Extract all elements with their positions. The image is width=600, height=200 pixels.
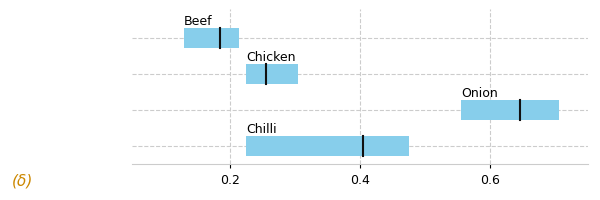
- FancyBboxPatch shape: [184, 29, 239, 48]
- FancyBboxPatch shape: [246, 65, 298, 84]
- Text: Onion: Onion: [461, 86, 498, 99]
- Text: Beef: Beef: [184, 15, 213, 28]
- FancyBboxPatch shape: [461, 100, 559, 120]
- Text: (δ): (δ): [12, 173, 34, 188]
- Text: Chicken: Chicken: [246, 51, 296, 64]
- FancyBboxPatch shape: [246, 136, 409, 156]
- Text: Chilli: Chilli: [246, 122, 277, 135]
